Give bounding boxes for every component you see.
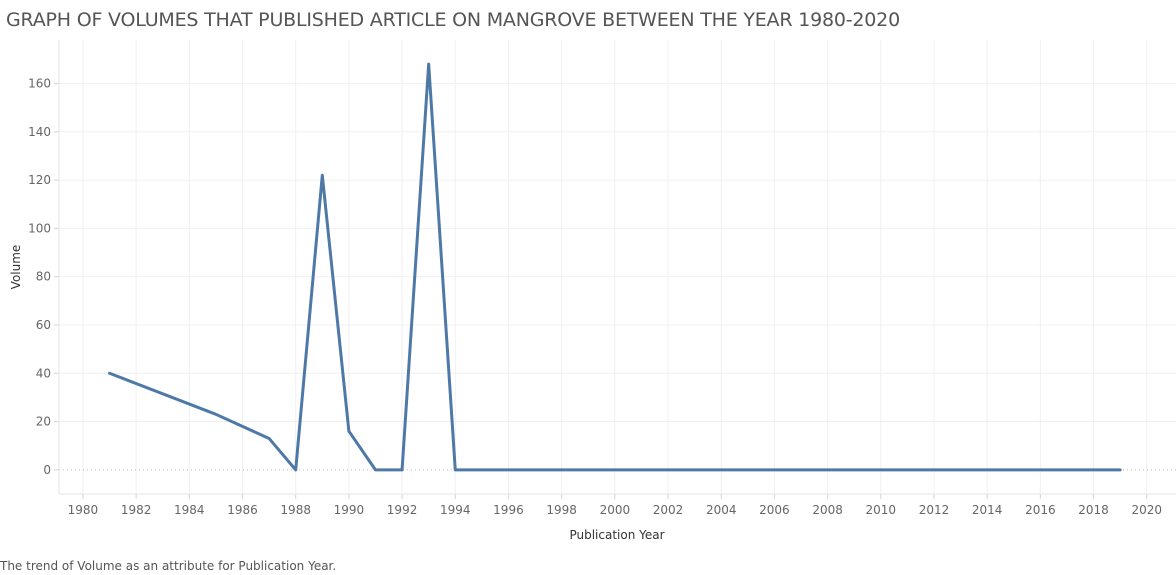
y-tick-label: 40 xyxy=(36,366,51,380)
y-tick-label: 80 xyxy=(36,270,51,284)
x-tick-label: 1996 xyxy=(493,503,524,517)
x-tick-label: 1992 xyxy=(387,503,418,517)
x-tick-label: 1998 xyxy=(546,503,577,517)
x-tick-label: 1994 xyxy=(440,503,471,517)
x-tick-label: 1982 xyxy=(121,503,152,517)
y-axis: 0 20 40 60 80 100 120 140 160 xyxy=(28,40,60,494)
x-tick-label: 2008 xyxy=(812,503,843,517)
x-tick-label: 2016 xyxy=(1025,503,1056,517)
chart-title: GRAPH OF VOLUMES THAT PUBLISHED ARTICLE … xyxy=(6,9,900,31)
x-tick-label: 2004 xyxy=(706,503,737,517)
chart-caption: The trend of Volume as an attribute for … xyxy=(0,559,337,573)
x-tick-label: 2012 xyxy=(919,503,950,517)
x-tick-label: 1984 xyxy=(174,503,205,517)
y-tick-label: 60 xyxy=(36,318,51,332)
x-tick-label: 2014 xyxy=(972,503,1003,517)
series-line-0 xyxy=(108,62,1122,472)
x-tick-label: 2018 xyxy=(1078,503,1109,517)
y-tick-label: 100 xyxy=(28,221,51,235)
x-tick-label: 2010 xyxy=(866,503,897,517)
x-tick-label: 2020 xyxy=(1131,503,1162,517)
y-tick-label: 160 xyxy=(28,76,51,90)
x-tick-label: 1986 xyxy=(227,503,258,517)
series-layer xyxy=(108,62,1122,472)
x-tick-label: 1988 xyxy=(280,503,311,517)
x-tick-label: 2002 xyxy=(653,503,684,517)
y-axis-label: Volume xyxy=(9,245,23,290)
y-tick-label: 20 xyxy=(36,415,51,429)
x-tick-label: 1980 xyxy=(68,503,99,517)
y-tick-label: 120 xyxy=(28,173,51,187)
y-tick-label: 0 xyxy=(43,463,51,477)
x-tick-label: 2006 xyxy=(759,503,790,517)
x-tick-label: 2000 xyxy=(600,503,631,517)
x-axis-label: Publication Year xyxy=(569,528,664,542)
x-axis: 1980 1982 1984 1986 1988 1990 1992 1994 1996 1998… xyxy=(59,493,1176,517)
x-tick-label: 1990 xyxy=(334,503,365,517)
grid-layer xyxy=(59,40,1176,494)
y-tick-label: 140 xyxy=(28,125,51,139)
